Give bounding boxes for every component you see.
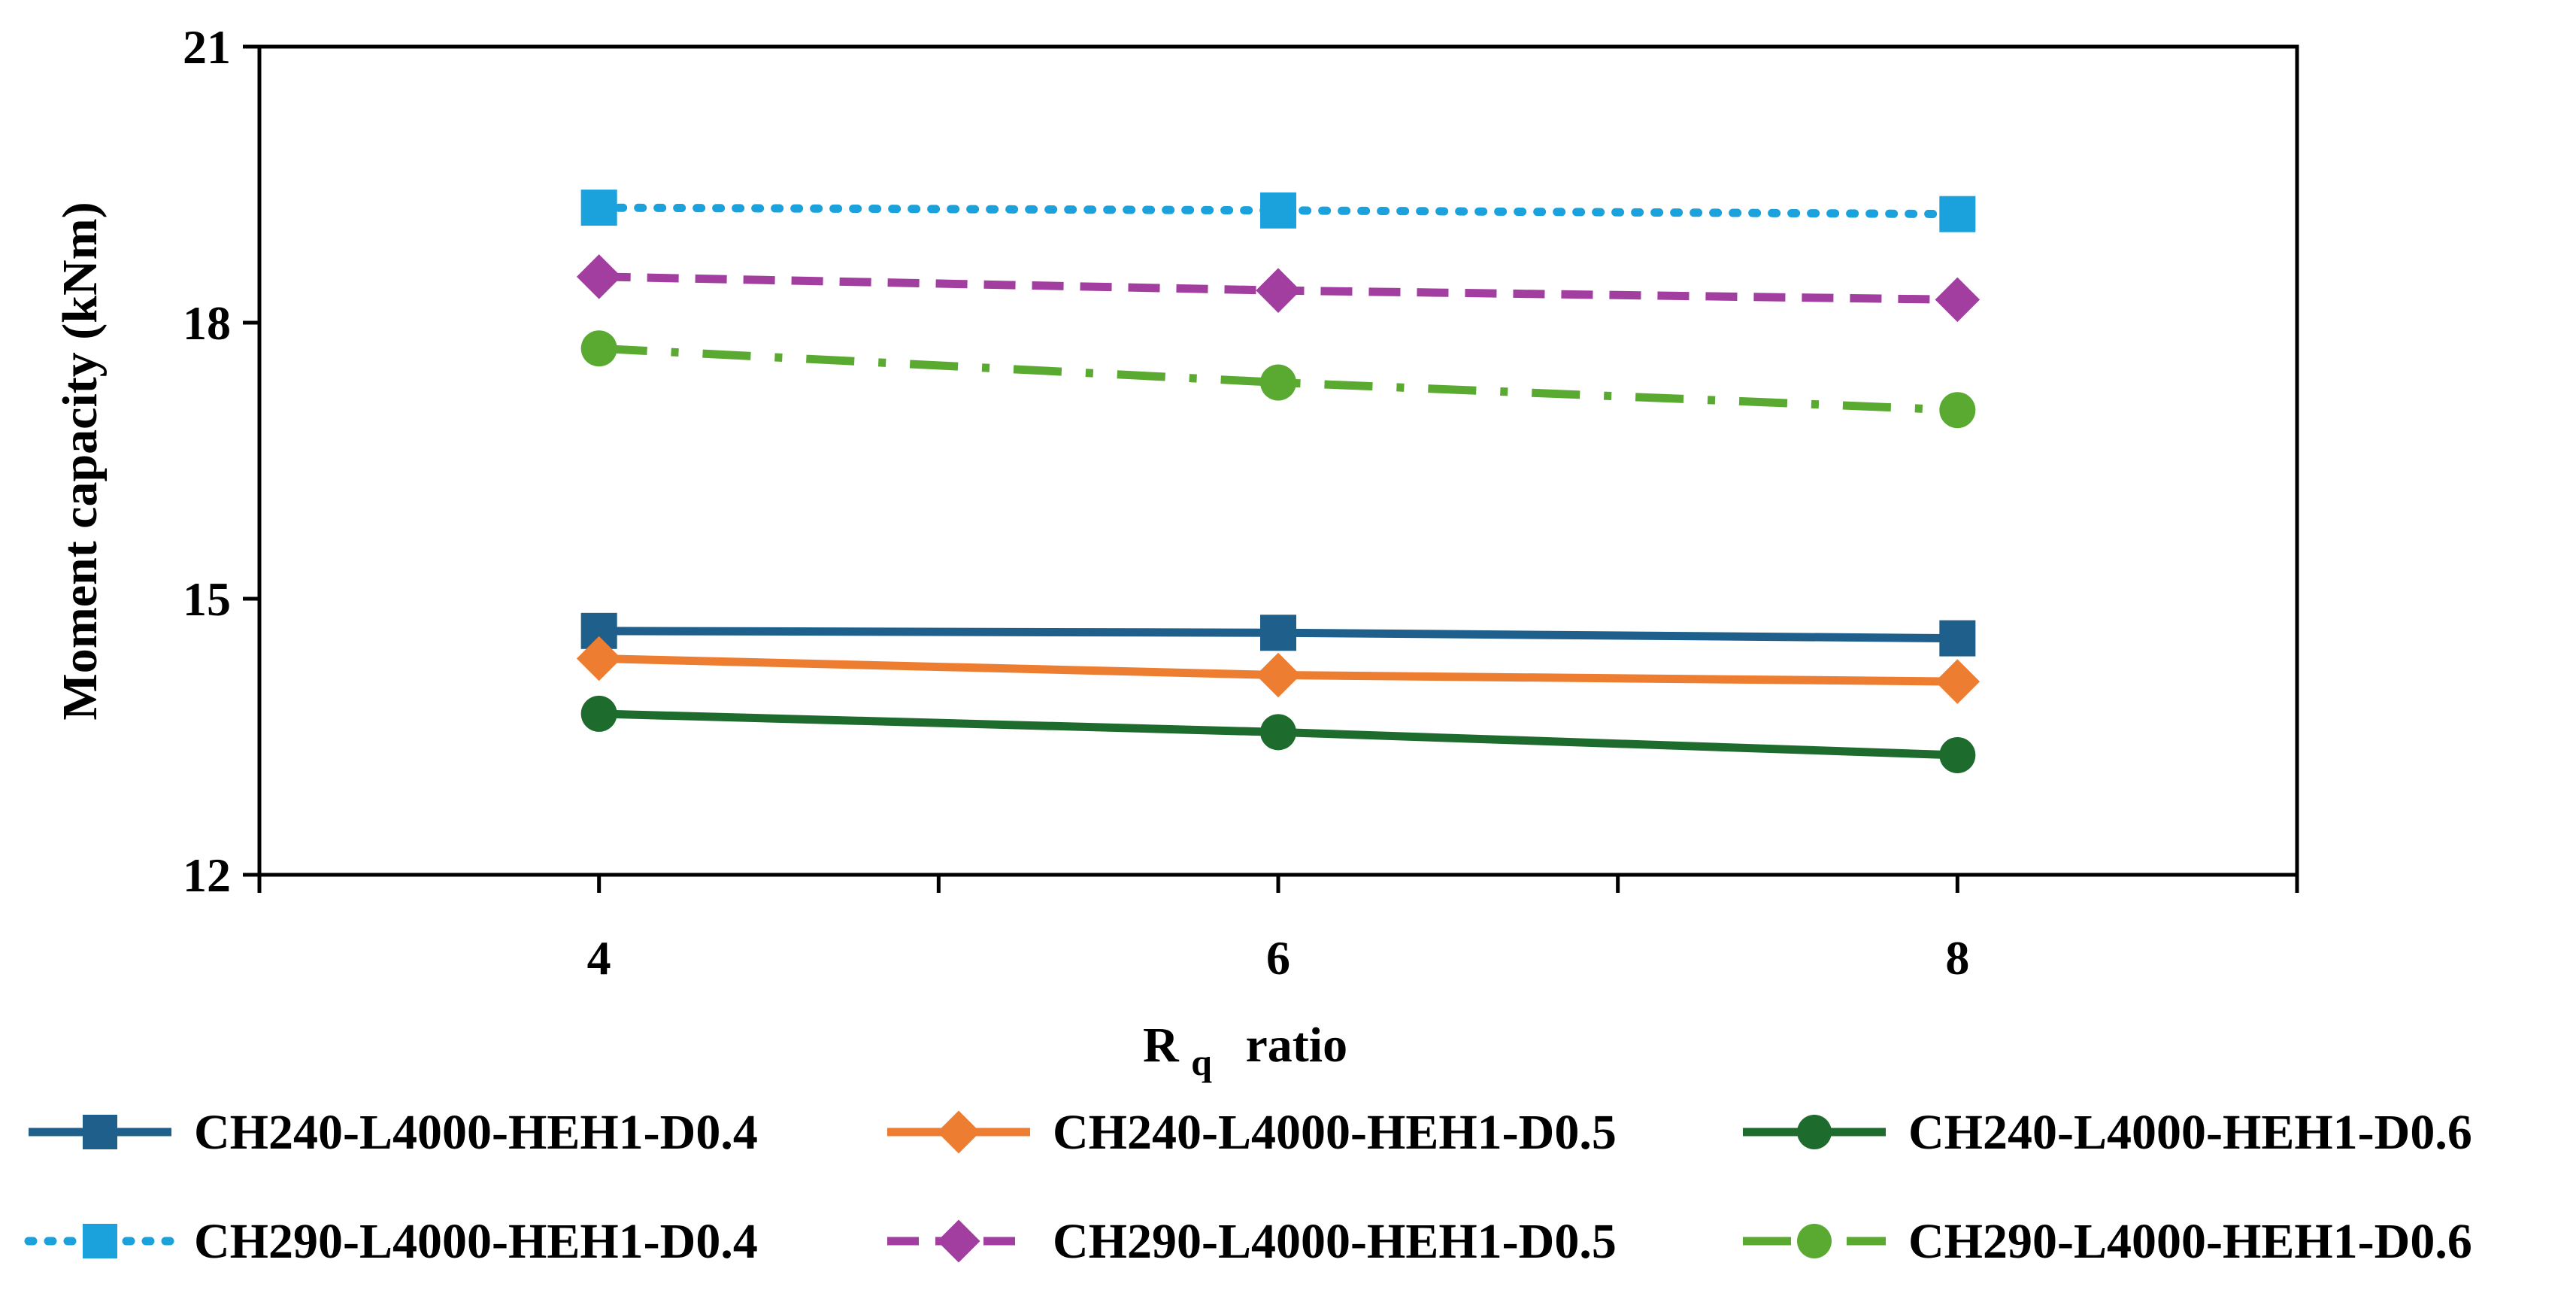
- data-point: [580, 190, 617, 226]
- data-point: [1939, 620, 1976, 657]
- series-CH240-L4000-HEH1-D0.6: [580, 695, 1976, 773]
- legend-item: CH290-L4000-HEH1-D0.5: [887, 1214, 1617, 1269]
- data-point: [576, 254, 622, 299]
- x-axis: 4 6 8: [257, 875, 2299, 985]
- legend-label: CH240-L4000-HEH1-D0.5: [1053, 1105, 1617, 1160]
- y-tick-label: 15: [183, 572, 231, 626]
- legend-item: CH240-L4000-HEH1-D0.4: [29, 1105, 758, 1160]
- legend-label: CH290-L4000-HEH1-D0.5: [1053, 1214, 1617, 1269]
- y-tick-label: 21: [183, 20, 231, 74]
- series-layer: [576, 190, 1980, 773]
- data-point: [1256, 652, 1301, 698]
- data-point: [580, 695, 617, 732]
- legend-marker: [83, 1115, 117, 1149]
- y-tick-label: 12: [183, 848, 231, 902]
- legend-marker: [1797, 1224, 1832, 1258]
- legend-marker: [83, 1224, 117, 1258]
- legend-marker: [1797, 1115, 1832, 1149]
- series-CH240-L4000-HEH1-D0.4: [580, 612, 1976, 657]
- legend-item: CH240-L4000-HEH1-D0.6: [1743, 1105, 2472, 1160]
- legend-label: CH290-L4000-HEH1-D0.4: [194, 1214, 758, 1269]
- x-tick-label: 6: [1266, 931, 1290, 985]
- x-axis-title-subscript: q: [1191, 1041, 1212, 1083]
- legend-label: CH240-L4000-HEH1-D0.4: [194, 1105, 758, 1160]
- legend-marker: [937, 1219, 980, 1263]
- legend-item: CH290-L4000-HEH1-D0.4: [24, 1214, 758, 1269]
- x-tick-label: 8: [1945, 931, 1969, 985]
- data-point: [1939, 196, 1976, 232]
- x-axis-title-rest: ratio: [1245, 1018, 1347, 1073]
- series-CH290-L4000-HEH1-D0.5: [576, 254, 1980, 323]
- data-point: [1260, 364, 1296, 401]
- series-CH290-L4000-HEH1-D0.6: [580, 330, 1976, 429]
- y-tick-label: 18: [183, 296, 231, 350]
- x-axis-title: R q ratio: [1143, 1018, 1347, 1086]
- legend-label: CH290-L4000-HEH1-D0.6: [1908, 1214, 2472, 1269]
- x-axis-title-main: R: [1143, 1018, 1180, 1073]
- y-axis-title: Moment capacity (kNm): [53, 202, 108, 720]
- data-point: [1935, 659, 1980, 704]
- data-point: [1260, 615, 1296, 651]
- data-point: [1939, 392, 1976, 429]
- series-line: [599, 344, 1958, 414]
- series-CH290-L4000-HEH1-D0.4: [580, 190, 1976, 232]
- data-point: [1260, 192, 1296, 229]
- legend-item: CH240-L4000-HEH1-D0.5: [887, 1105, 1617, 1160]
- x-tick-label: 4: [587, 931, 611, 985]
- data-point: [1260, 714, 1296, 751]
- legend: CH240-L4000-HEH1-D0.4 CH240-L4000-HEH1-D0…: [24, 1105, 2472, 1269]
- data-point: [1256, 268, 1301, 313]
- legend-label: CH240-L4000-HEH1-D0.6: [1908, 1105, 2472, 1160]
- data-point: [576, 636, 622, 681]
- data-point: [1935, 277, 1980, 323]
- legend-marker: [937, 1110, 980, 1154]
- series-line: [595, 203, 1962, 219]
- legend-item: CH290-L4000-HEH1-D0.6: [1743, 1214, 2472, 1269]
- data-point: [1939, 736, 1976, 773]
- y-axis: 12 15 18 21: [183, 20, 259, 902]
- plot-area-frame: [257, 44, 2299, 877]
- data-point: [580, 330, 617, 367]
- series-CH240-L4000-HEH1-D0.5: [576, 636, 1980, 704]
